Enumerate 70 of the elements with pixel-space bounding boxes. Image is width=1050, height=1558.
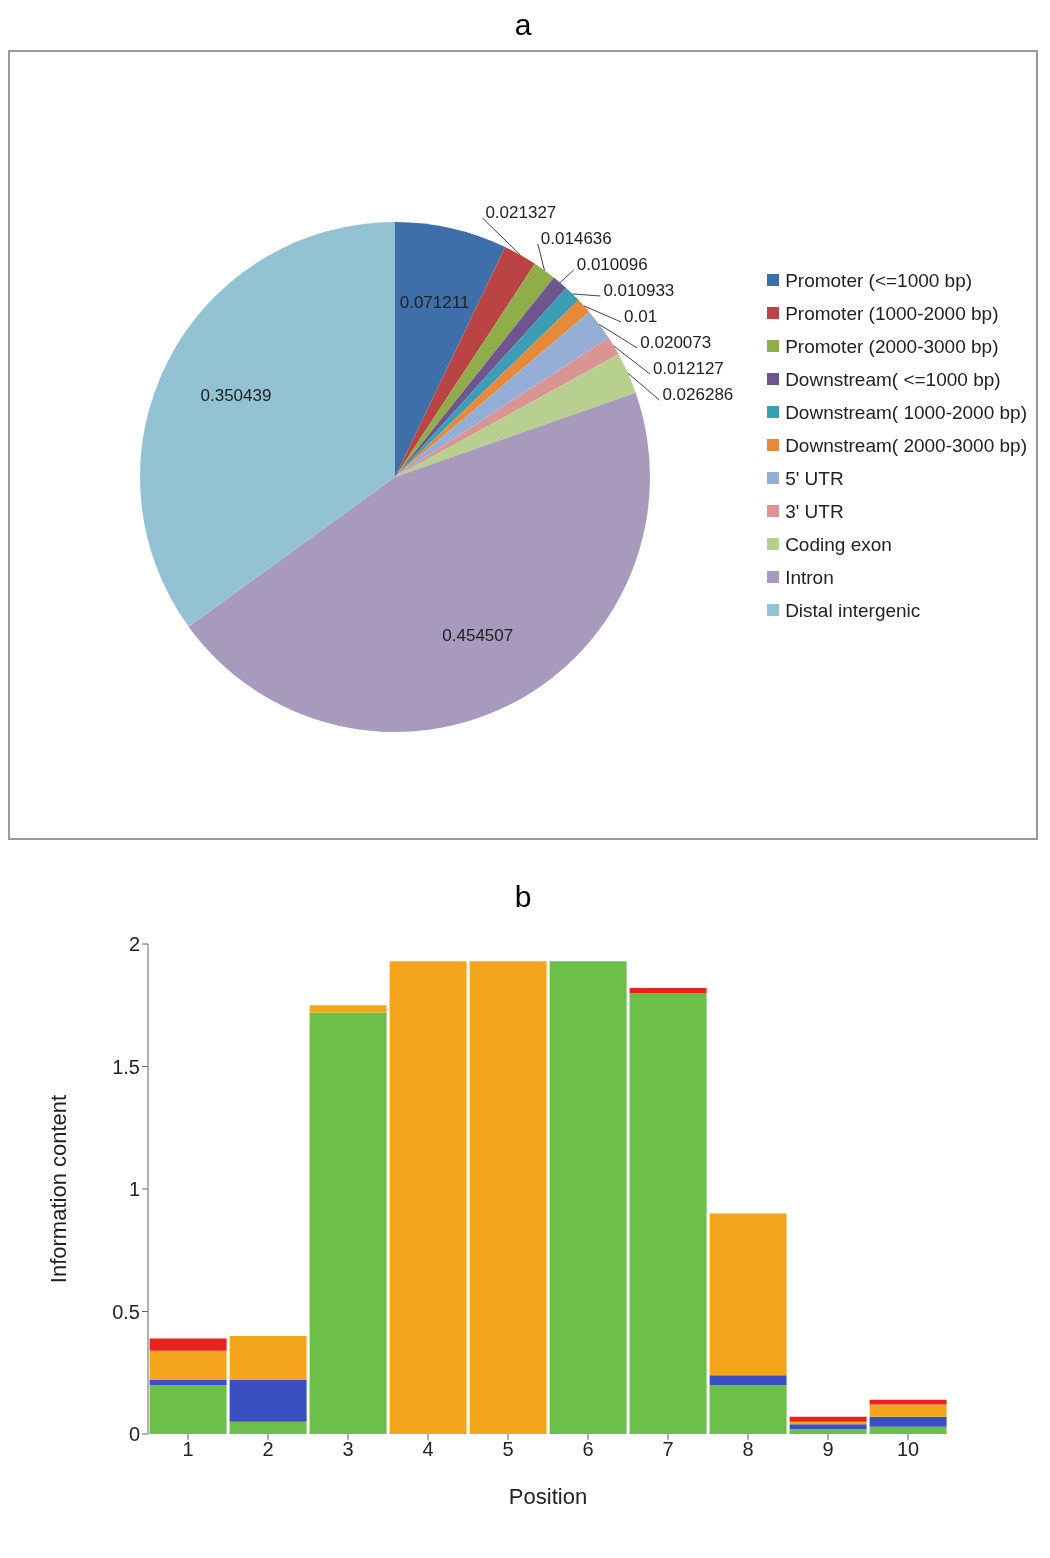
x-axis-title: Position [508, 1484, 588, 1509]
bar [469, 961, 547, 1434]
data-label: 0.010933 [603, 280, 675, 300]
bar [149, 1338, 227, 1351]
x-tick-label: 5 [502, 1438, 514, 1461]
x-tick-label: 8 [742, 1438, 754, 1461]
x-tick-label: 7 [662, 1438, 674, 1461]
bar [869, 1404, 947, 1417]
bar [549, 961, 627, 1434]
x-tick-label: 4 [422, 1438, 434, 1461]
bar [389, 961, 467, 1434]
x-tick-label: 1 [182, 1438, 194, 1461]
legend-label: Intron [785, 565, 834, 590]
y-tick-label: 1 [128, 1178, 140, 1201]
bar [709, 1375, 787, 1385]
bar [789, 1424, 867, 1430]
pie-slice [395, 337, 619, 477]
y-axis-title: Information content [45, 1094, 71, 1284]
data-label: 0.014636 [540, 228, 612, 248]
bar [229, 1380, 307, 1422]
legend-label: Coding exon [785, 532, 892, 557]
y-tick-label: 2 [128, 933, 140, 956]
data-label: 0.071211 [399, 293, 470, 313]
x-tick-label: 2 [262, 1438, 274, 1461]
bar [789, 1416, 867, 1422]
pie-slice [395, 354, 636, 477]
y-tick-label: 0.5 [112, 1300, 140, 1323]
x-tick-label: 3 [342, 1438, 354, 1461]
bar [149, 1385, 227, 1434]
bar [229, 1336, 307, 1381]
bar [869, 1399, 947, 1405]
y-tick-label: 1.5 [112, 1055, 140, 1078]
pie-slice [395, 222, 506, 477]
bar [709, 1385, 787, 1434]
data-label: 0.454507 [442, 625, 514, 645]
bar [229, 1421, 307, 1434]
bar [149, 1350, 227, 1381]
bar [629, 993, 707, 1434]
data-label: 0.021327 [485, 202, 557, 222]
pie-slice [140, 222, 395, 627]
data-label: 0.026286 [662, 384, 734, 404]
legend-label: 5' UTR [785, 466, 844, 491]
legend-label: Downstream( 1000-2000 bp) [785, 400, 1027, 425]
bar [789, 1429, 867, 1434]
bar [869, 1416, 947, 1427]
data-label: 0.01 [624, 306, 658, 326]
pie-slice [395, 247, 535, 477]
bar [869, 1426, 947, 1434]
bar [309, 1012, 387, 1434]
data-label: 0.020073 [640, 332, 712, 352]
legend-label: Downstream( 2000-3000 bp) [785, 433, 1027, 458]
data-label: 0.350439 [200, 386, 272, 406]
chart-title: b [513, 880, 533, 914]
y-tick-label: 0 [128, 1423, 140, 1446]
x-tick-label: 10 [896, 1438, 920, 1461]
bar [709, 1213, 787, 1376]
bar [629, 988, 707, 993]
legend-label: Promoter (<=1000 bp) [785, 268, 973, 293]
bar [309, 1005, 387, 1013]
x-tick-label: 6 [582, 1438, 594, 1461]
chart-title: a [513, 8, 533, 42]
legend-label: Downstream( <=1000 bp) [785, 367, 1001, 392]
legend-label: Promoter (2000-3000 bp) [785, 334, 999, 359]
data-label: 0.012127 [652, 358, 724, 378]
data-label: 0.010096 [576, 254, 648, 274]
bar [149, 1380, 227, 1385]
legend-label: Promoter (1000-2000 bp) [785, 301, 999, 326]
legend-label: 3' UTR [785, 499, 844, 524]
legend-label: Distal intergenic [785, 598, 921, 623]
x-tick-label: 9 [822, 1438, 834, 1461]
